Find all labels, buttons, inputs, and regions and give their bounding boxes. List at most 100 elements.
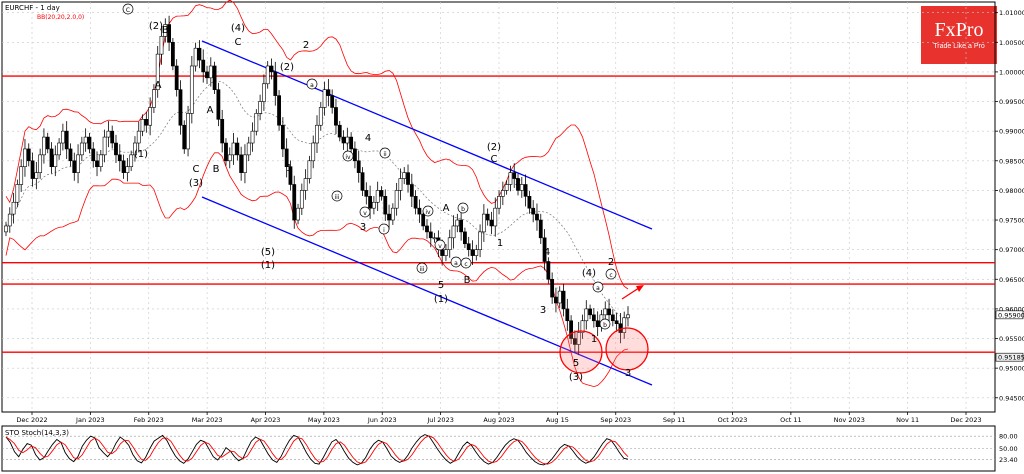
candle (311, 135, 316, 169)
bb-indicator-label: BB(20,20,2.0,0) (37, 14, 84, 21)
wave-circle (306, 78, 318, 90)
wave-label: 3 (360, 222, 366, 233)
candle (38, 148, 43, 179)
wave-label: 3 (625, 368, 631, 379)
grid (2, 2, 995, 412)
candle (144, 111, 149, 133)
candle (383, 189, 388, 221)
candle-body (318, 107, 323, 126)
candle-body (262, 83, 266, 102)
candle (610, 309, 615, 327)
candle (129, 150, 134, 171)
candle (353, 141, 357, 169)
candle-body (239, 154, 244, 173)
candle (463, 227, 467, 248)
candle-body (288, 166, 293, 185)
candle-body (163, 24, 168, 37)
candle-body (584, 308, 589, 322)
candle-body (610, 314, 615, 322)
wave-label: 5 (438, 280, 444, 291)
candle-body (277, 95, 281, 126)
x-tick-label: Jan 2023 (75, 416, 105, 424)
candle-body (254, 113, 259, 132)
candle (243, 144, 247, 184)
x-tick-label: Nov 2023 (834, 416, 865, 424)
candle (292, 175, 297, 229)
price-tag-label: 0.95900 (998, 311, 1024, 319)
candle (303, 169, 308, 200)
candle-body (557, 290, 562, 304)
candle (34, 161, 39, 190)
candle-body (428, 231, 433, 239)
candle (182, 120, 187, 154)
wave-label: a (454, 260, 458, 267)
candle-body (330, 95, 335, 108)
wave-label: iv (425, 209, 431, 216)
wave-label: C (491, 154, 498, 165)
candle (26, 143, 31, 167)
candle-body (538, 219, 543, 239)
wave-circle (416, 262, 428, 274)
candle-body (76, 154, 80, 173)
candle (4, 221, 8, 237)
candle (148, 97, 153, 136)
candle (626, 306, 630, 327)
x-tick-label: Sep 11 (663, 416, 686, 424)
candle-body (371, 201, 376, 209)
candle (569, 315, 574, 345)
candle (459, 211, 464, 241)
wave-label: iv (345, 154, 351, 161)
candle-body (42, 136, 46, 156)
y-tick-label: 0.99500 (999, 98, 1024, 106)
candle-body (337, 124, 342, 138)
candle-body (269, 65, 274, 73)
wave-circle (122, 3, 134, 15)
candle (68, 143, 73, 167)
candle-body (148, 107, 153, 126)
price-tags: 0.95900 0.95185 (995, 310, 1024, 362)
candle (493, 197, 498, 237)
candle (205, 65, 209, 85)
candle-body (554, 296, 558, 304)
candle (114, 134, 118, 163)
wave-label: 4 (365, 133, 371, 144)
bb-lower (5, 152, 629, 388)
wave-label: iii (419, 266, 424, 273)
candle (341, 130, 346, 150)
candle-body (212, 65, 217, 90)
y-tick-label: 0.99000 (999, 128, 1024, 136)
wave-circle (378, 223, 390, 235)
x-tick-label: Oct 2023 (718, 416, 748, 424)
candle-body (493, 207, 498, 227)
candle (523, 174, 528, 207)
candle (315, 115, 319, 154)
target-arrow-head (636, 285, 644, 292)
candle-body (349, 136, 354, 150)
candle (254, 109, 259, 136)
candle-body (152, 89, 156, 108)
wave-label: B (213, 164, 220, 175)
wave-circle (359, 206, 371, 218)
candle (133, 136, 137, 162)
y-tick-label: 1.01000 (999, 9, 1024, 17)
candle (334, 98, 338, 134)
candle (481, 204, 486, 242)
candle-body (580, 320, 585, 333)
candle (364, 182, 369, 205)
candle-body (7, 213, 12, 227)
candle-body (409, 184, 414, 197)
candle (227, 147, 232, 169)
candle (337, 120, 342, 142)
candle (542, 229, 547, 271)
candle (455, 213, 460, 233)
candle-body (417, 207, 422, 215)
candle (15, 179, 20, 208)
candle-body (489, 219, 494, 227)
candle-body (182, 124, 187, 150)
candle-body (19, 166, 24, 185)
candle-body (265, 65, 270, 85)
candle-body (98, 154, 103, 168)
candle (76, 144, 80, 184)
wave-label: (2) (487, 142, 501, 153)
candle-body (170, 41, 175, 67)
